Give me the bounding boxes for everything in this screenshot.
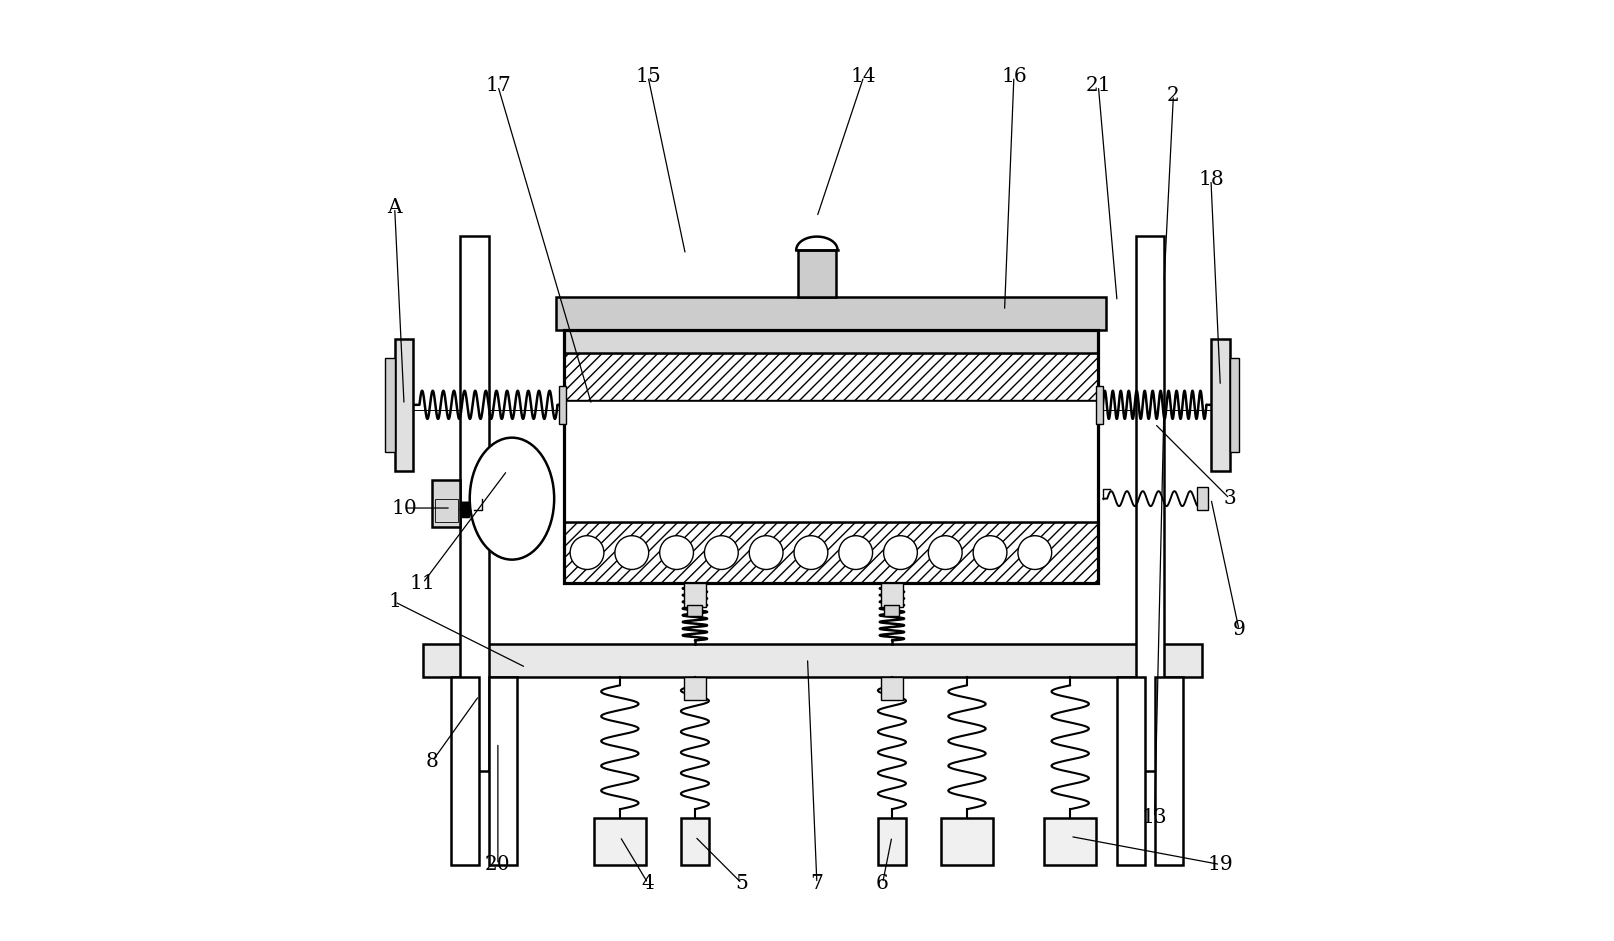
Text: 4: 4 xyxy=(641,874,654,893)
Text: 17: 17 xyxy=(484,76,510,95)
Bar xyxy=(880,677,902,700)
Circle shape xyxy=(973,535,1006,569)
Circle shape xyxy=(615,535,649,569)
Bar xyxy=(434,499,457,522)
Bar xyxy=(558,386,567,423)
Bar xyxy=(1117,677,1144,865)
Text: 7: 7 xyxy=(810,874,823,893)
Bar xyxy=(683,677,705,700)
Circle shape xyxy=(928,535,962,569)
Text: 9: 9 xyxy=(1231,620,1244,640)
Text: 6: 6 xyxy=(875,874,888,893)
Circle shape xyxy=(749,535,783,569)
Bar xyxy=(460,236,487,771)
Bar xyxy=(1044,818,1096,865)
Bar xyxy=(880,583,902,607)
Bar xyxy=(1135,236,1164,771)
Bar xyxy=(563,522,1098,583)
Text: 21: 21 xyxy=(1085,76,1110,95)
Text: 19: 19 xyxy=(1207,855,1233,874)
Bar xyxy=(433,480,460,527)
Bar xyxy=(563,329,1098,583)
Bar xyxy=(394,339,413,470)
Bar xyxy=(1228,358,1238,452)
Circle shape xyxy=(1017,535,1051,569)
Text: A: A xyxy=(387,199,402,217)
Text: 2: 2 xyxy=(1167,86,1180,104)
Text: 15: 15 xyxy=(634,67,660,86)
Circle shape xyxy=(883,535,917,569)
Text: 14: 14 xyxy=(851,67,876,86)
Bar xyxy=(487,677,516,865)
Bar xyxy=(594,818,646,865)
Bar xyxy=(1154,677,1181,865)
Bar xyxy=(450,677,479,865)
Bar xyxy=(423,644,1201,677)
Circle shape xyxy=(838,535,872,569)
Circle shape xyxy=(570,535,604,569)
Bar xyxy=(688,605,702,616)
Text: 16: 16 xyxy=(1001,67,1027,86)
Bar xyxy=(1210,339,1228,470)
Bar xyxy=(386,358,394,452)
Bar xyxy=(563,329,1098,353)
Bar xyxy=(683,583,705,607)
Text: 20: 20 xyxy=(484,855,510,874)
Bar xyxy=(555,297,1106,329)
Ellipse shape xyxy=(470,438,554,560)
Circle shape xyxy=(704,535,738,569)
Bar xyxy=(563,353,1098,400)
Text: 13: 13 xyxy=(1141,808,1167,827)
Text: 11: 11 xyxy=(410,574,436,593)
Text: 18: 18 xyxy=(1198,170,1223,189)
Text: 5: 5 xyxy=(734,874,747,893)
Bar xyxy=(878,818,905,865)
Bar xyxy=(884,605,899,616)
Bar xyxy=(681,818,709,865)
Bar xyxy=(941,818,993,865)
Text: 8: 8 xyxy=(426,752,439,771)
Circle shape xyxy=(659,535,692,569)
Text: 3: 3 xyxy=(1222,489,1235,508)
Bar xyxy=(1094,386,1102,423)
Text: 1: 1 xyxy=(387,592,400,612)
Text: 10: 10 xyxy=(391,499,416,518)
Bar xyxy=(1196,487,1207,510)
Bar xyxy=(797,250,834,297)
Circle shape xyxy=(794,535,828,569)
Bar xyxy=(563,400,1098,522)
